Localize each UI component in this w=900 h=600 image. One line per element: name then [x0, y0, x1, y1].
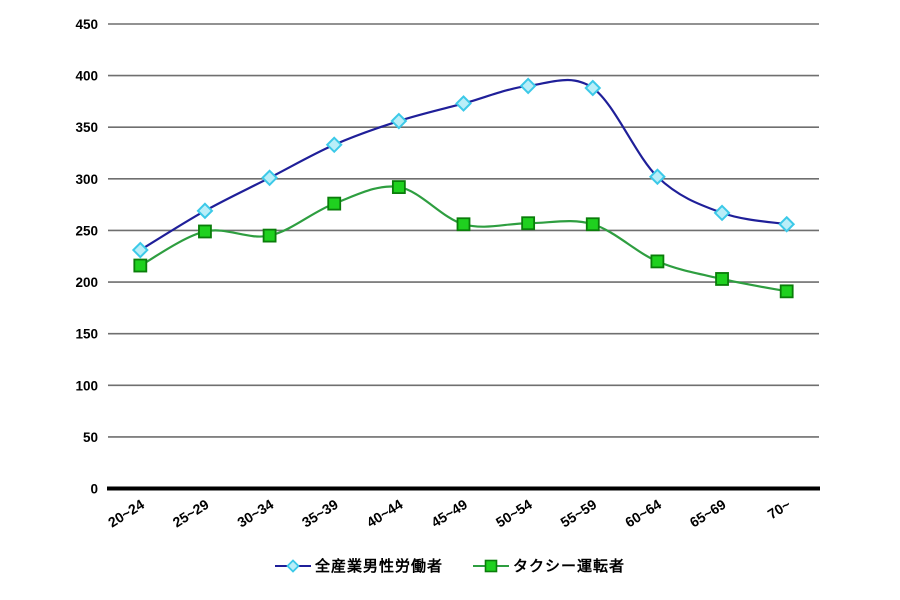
x-axis-tick-label: 70~: [765, 496, 794, 522]
x-axis-tick-label: 35~39: [299, 496, 341, 531]
data-point-marker-series-1: [262, 228, 277, 243]
y-axis-tick-label: 400: [75, 69, 98, 84]
square-marker-icon: [473, 558, 509, 574]
x-axis-tick-label: 50~54: [493, 496, 535, 531]
legend-item-taxi-drivers: タクシー運転者: [473, 555, 625, 576]
data-point-marker-series-1: [521, 216, 536, 231]
data-point-marker-series-1: [133, 258, 148, 273]
data-point-marker-series-1: [198, 224, 212, 239]
data-point-marker-series-1: [715, 272, 729, 286]
y-axis-tick-label: 0: [90, 482, 98, 497]
data-point-marker-series-0: [390, 112, 408, 130]
legend-item-all-industry-male-workers: 全産業男性労働者: [274, 555, 443, 576]
y-axis-tick-label: 50: [83, 430, 98, 445]
data-point-marker-series-1: [779, 284, 794, 299]
y-axis-tick-label: 450: [75, 17, 98, 32]
data-point-marker-series-0: [455, 95, 472, 112]
y-axis-tick-label: 300: [75, 172, 98, 187]
y-axis-tick-label: 350: [75, 120, 98, 135]
data-point-marker-series-0: [519, 77, 537, 95]
legend-label-taxi-drivers: タクシー運転者: [513, 558, 626, 575]
x-axis-tick-label: 20~24: [105, 496, 147, 531]
data-point-marker-series-0: [713, 204, 731, 222]
data-point-marker-series-1: [650, 254, 665, 269]
chart-legend: 全産業男性労働者 タクシー運転者: [0, 555, 900, 576]
x-axis-tick-label: 25~29: [170, 496, 212, 531]
data-point-marker-series-0: [584, 79, 602, 97]
data-point-marker-series-1: [391, 180, 406, 194]
data-point-marker-series-1: [327, 196, 342, 211]
y-axis-tick-label: 100: [75, 378, 98, 393]
x-axis-tick-label: 60~64: [622, 496, 664, 531]
data-point-marker-series-0: [261, 169, 279, 187]
data-point-marker-series-0: [778, 215, 796, 233]
data-point-marker-series-1: [585, 217, 600, 232]
x-axis-tick-label: 30~34: [234, 496, 276, 531]
diamond-marker-icon: [274, 558, 311, 574]
y-axis-tick-label: 250: [75, 223, 98, 238]
data-point-marker-series-0: [196, 202, 214, 220]
y-axis-tick-label: 200: [75, 275, 98, 290]
x-axis-tick-label: 65~69: [687, 496, 729, 531]
x-axis-tick-label: 40~44: [364, 496, 406, 531]
data-point-marker-series-1: [456, 217, 471, 232]
data-point-marker-series-0: [648, 168, 666, 186]
x-axis-tick-label: 55~59: [558, 496, 600, 531]
y-axis-tick-label: 150: [75, 327, 98, 342]
data-point-marker-series-0: [131, 241, 149, 259]
series-line-1: [139, 185, 788, 293]
legend-label-all-industry-male-workers: 全産業男性労働者: [314, 558, 443, 575]
x-axis-tick-label: 45~49: [428, 496, 470, 531]
data-point-marker-series-0: [325, 136, 343, 154]
